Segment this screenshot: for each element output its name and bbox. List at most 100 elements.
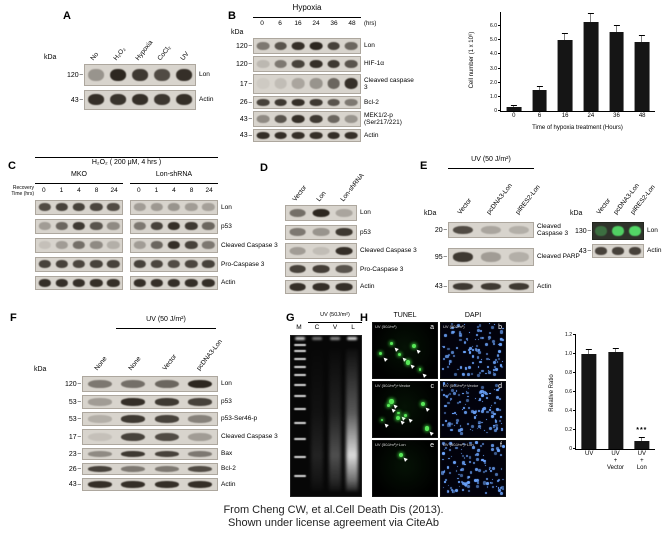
- uv-title: UV (50J/m²): [320, 312, 350, 318]
- protein-band: [72, 203, 86, 212]
- dapi-nucleus: [501, 427, 503, 429]
- y-tick-mark: [498, 53, 501, 55]
- lane-label: Lon-shRNA: [339, 172, 366, 203]
- lane-label: UV: [179, 50, 191, 62]
- gel-well: [329, 337, 340, 340]
- dapi-nucleus: [468, 456, 472, 459]
- tunel-positive-cell: [390, 342, 393, 345]
- dapi-nucleus: [486, 410, 489, 413]
- dapi-nucleus: [486, 431, 488, 434]
- blot-row: 43 Actin: [570, 244, 661, 258]
- lon-blot-strip: [253, 38, 361, 54]
- dapi-nucleus: [494, 472, 498, 477]
- band-label: Lon: [221, 203, 232, 211]
- dapi-nucleus: [486, 478, 489, 480]
- hypoxia-title: Hypoxia: [292, 3, 322, 12]
- band-label: MEK1/2-p (Ser217/221): [364, 111, 402, 126]
- dapi-nucleus: [466, 338, 469, 341]
- error-bar: [586, 349, 593, 354]
- dapi-nucleus: [482, 454, 485, 457]
- band-label: Cleaved caspase 3: [364, 76, 414, 91]
- protein-band: [38, 203, 51, 212]
- dapi-nucleus: [451, 490, 455, 494]
- blot-row: 120 Lon: [64, 64, 210, 86]
- dapi-nucleus: [460, 448, 463, 451]
- dapi-nucleus: [466, 399, 470, 403]
- dapi-nucleus: [494, 420, 498, 423]
- dapi-nucleus: [452, 392, 456, 396]
- protein-band: [188, 432, 213, 442]
- blot-row: Lon: [285, 205, 371, 221]
- dapi-nucleus: [477, 349, 480, 352]
- protein-band: [150, 222, 163, 231]
- dapi-nucleus: [471, 355, 475, 359]
- dapi-nucleus: [448, 423, 451, 426]
- dapi-nucleus: [443, 487, 445, 489]
- protein-band: [202, 203, 215, 212]
- y-tick-mark: [498, 95, 501, 97]
- protein-band: [176, 94, 192, 106]
- protein-band: [202, 241, 215, 250]
- kda-header: kDa: [34, 366, 47, 373]
- dapi-nucleus: [496, 395, 500, 399]
- x-tick-label: UV + Vector: [606, 451, 625, 472]
- actin-blot-strip: [253, 129, 361, 142]
- bar: [581, 354, 597, 449]
- dapi-nucleus: [459, 425, 461, 427]
- kda-value: 95: [430, 254, 448, 261]
- protein-band: [256, 59, 270, 69]
- dapi-nucleus: [455, 418, 459, 422]
- p53-blot-strip: [285, 225, 357, 240]
- dapi-nucleus: [457, 368, 460, 371]
- y-tick-label: 4.0: [490, 51, 497, 58]
- dapi-nucleus: [471, 362, 474, 365]
- dapi-nucleus: [485, 353, 488, 355]
- dapi-nucleus: [444, 411, 447, 414]
- dapi-nucleus: [502, 478, 504, 481]
- dapi-nucleus: [497, 354, 499, 357]
- band-label: p53: [360, 228, 371, 236]
- band-label: Actin: [199, 96, 214, 104]
- lane-label: 0: [260, 20, 264, 27]
- attribution-line-2: Shown under license agreement via CiteAb: [228, 517, 439, 529]
- blot-row: 53 p53: [60, 395, 232, 409]
- dapi-nucleus: [488, 358, 490, 360]
- kda-header: kDa: [44, 54, 57, 61]
- panel-a-label: A: [63, 10, 71, 22]
- blot-row: 43 Actin: [60, 478, 235, 491]
- lon-blot-strip-mko: [35, 200, 123, 215]
- bar: [609, 31, 624, 111]
- protein-band: [185, 241, 198, 250]
- dapi-nucleus: [495, 383, 499, 387]
- protein-band: [291, 98, 305, 106]
- dapi-nucleus: [467, 340, 469, 342]
- uv-bracket-line: [116, 328, 216, 329]
- dapi-nucleus: [488, 468, 490, 470]
- lane-label: L: [351, 324, 355, 331]
- lane-label: None: [127, 355, 143, 372]
- dapi-nucleus: [462, 373, 465, 376]
- dapi-nucleus: [486, 357, 489, 361]
- dapi-nucleus: [451, 490, 454, 493]
- actin-strip: [82, 478, 218, 491]
- blot-row: 43 Actin: [233, 129, 414, 142]
- y-tick-label: 5.0: [490, 37, 497, 44]
- dapi-nucleus: [453, 424, 455, 426]
- protein-band: [309, 131, 323, 139]
- ladder-band: [293, 357, 306, 360]
- dapi-nucleus: [462, 393, 464, 395]
- y-tick-mark: [498, 39, 501, 41]
- dapi-nucleus: [478, 351, 482, 355]
- dapi-nucleus: [488, 331, 491, 334]
- dapi-nucleus: [450, 429, 453, 432]
- band-label: Bax: [221, 450, 233, 458]
- protein-band: [291, 131, 305, 139]
- protein-band: [309, 59, 323, 69]
- tunel-positive-cell: [418, 368, 422, 371]
- dapi-nucleus: [478, 324, 481, 327]
- lane-label: pcDNA3-Lon: [485, 182, 514, 216]
- dapi-nucleus: [492, 339, 496, 344]
- panel-h-label: H: [360, 312, 368, 324]
- protein-band: [154, 415, 179, 423]
- dapi-nucleus: [500, 429, 503, 432]
